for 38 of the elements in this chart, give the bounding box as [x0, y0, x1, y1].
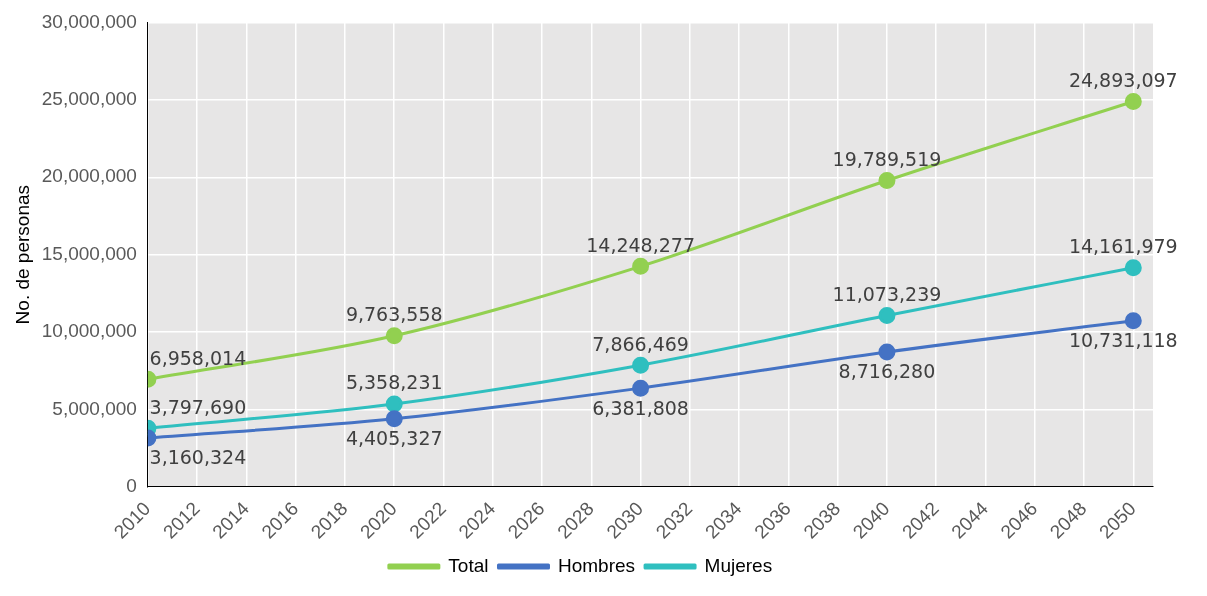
- data-label: 3,160,324: [149, 446, 247, 469]
- y-axis-title: No. de personas: [11, 184, 33, 325]
- point: [878, 307, 896, 325]
- data-label: 7,866,469: [592, 332, 689, 355]
- y-tick-label: 20,000,000: [41, 165, 137, 187]
- data-label: 19,789,519: [832, 147, 942, 170]
- point: [385, 327, 403, 345]
- data-label: 8,716,280: [838, 360, 936, 383]
- data-label: 4,405,327: [345, 427, 443, 450]
- point: [1124, 312, 1142, 330]
- point: [632, 379, 650, 397]
- y-tick-label: 0: [126, 475, 137, 497]
- point: [878, 343, 896, 361]
- legend-label: Mujeres: [704, 554, 773, 576]
- point: [1124, 259, 1142, 277]
- data-label: 11,073,239: [832, 282, 942, 305]
- point: [1124, 92, 1142, 110]
- legend-label: Hombres: [557, 554, 636, 576]
- data-label: 6,381,808: [592, 396, 689, 419]
- data-label: 24,893,097: [1068, 68, 1178, 91]
- point: [632, 257, 650, 275]
- data-label: 3,797,690: [149, 395, 247, 418]
- data-label: 5,358,231: [345, 371, 443, 394]
- legend-label: Total: [448, 554, 489, 576]
- y-tick-label: 15,000,000: [41, 242, 137, 264]
- y-tick-label: 10,000,000: [41, 320, 137, 342]
- data-label: 9,763,558: [345, 303, 443, 326]
- data-label: 6,958,014: [149, 346, 247, 369]
- data-label: 14,161,979: [1068, 235, 1178, 258]
- data-label: 10,731,118: [1068, 329, 1178, 352]
- point: [878, 172, 896, 190]
- point: [385, 395, 403, 413]
- point: [385, 410, 403, 428]
- y-tick-label: 30,000,000: [41, 10, 137, 32]
- point: [632, 356, 650, 374]
- y-tick-label: 5,000,000: [52, 397, 137, 419]
- data-label: 14,248,277: [586, 233, 695, 256]
- y-tick-label: 25,000,000: [41, 88, 137, 110]
